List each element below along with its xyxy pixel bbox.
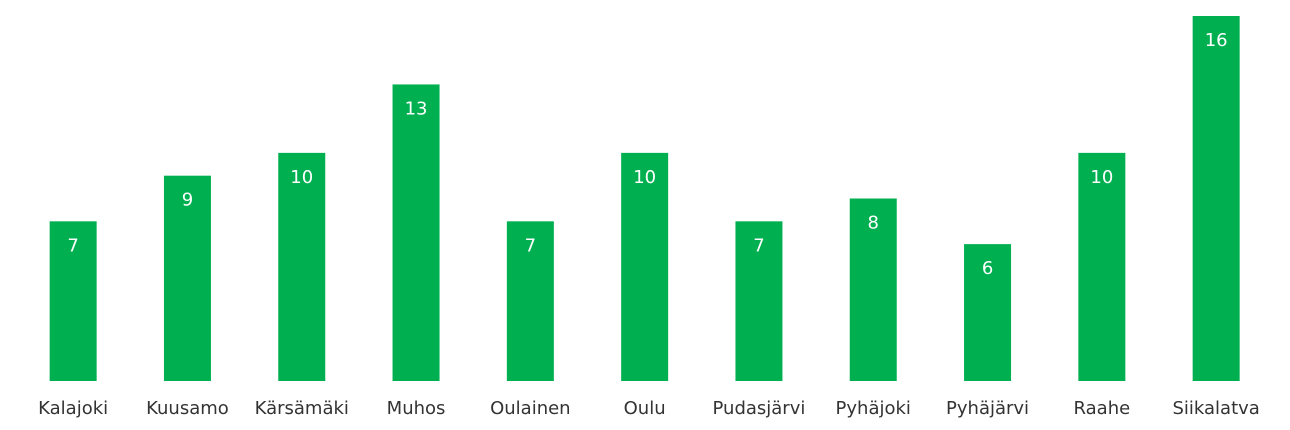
value-label: 7 [67, 235, 78, 256]
value-label: 10 [633, 167, 656, 188]
x-tick-label: Oulu [624, 398, 666, 419]
x-tick-label: Pyhäjärvi [946, 398, 1029, 419]
x-tick-label: Oulainen [490, 398, 571, 419]
bar [163, 175, 211, 381]
value-label: 7 [525, 235, 536, 256]
bar [964, 244, 1012, 381]
value-label: 16 [1205, 30, 1228, 51]
bar [621, 152, 669, 381]
bar [49, 221, 97, 381]
bar [506, 221, 554, 381]
bar [278, 152, 326, 381]
x-tick-label: Kalajoki [38, 398, 108, 419]
value-label: 9 [182, 190, 193, 211]
bar [1192, 16, 1240, 381]
bar [1078, 152, 1126, 381]
value-label: 7 [753, 235, 764, 256]
value-label: 6 [982, 258, 993, 279]
x-tick-label: Siikalatva [1172, 398, 1259, 419]
x-tick-label: Kärsämäki [255, 398, 349, 419]
x-tick-label: Pyhäjoki [836, 398, 911, 419]
x-tick-label: Muhos [387, 398, 446, 419]
value-label: 13 [405, 98, 428, 119]
x-tick-label: Pudasjärvi [713, 398, 806, 419]
value-label: 10 [1090, 167, 1113, 188]
value-label: 10 [290, 167, 313, 188]
bar [392, 84, 440, 381]
x-tick-label: Raahe [1074, 398, 1131, 419]
bar [735, 221, 783, 381]
bar [849, 198, 897, 381]
value-label: 8 [868, 213, 879, 234]
x-tick-label: Kuusamo [146, 398, 229, 419]
